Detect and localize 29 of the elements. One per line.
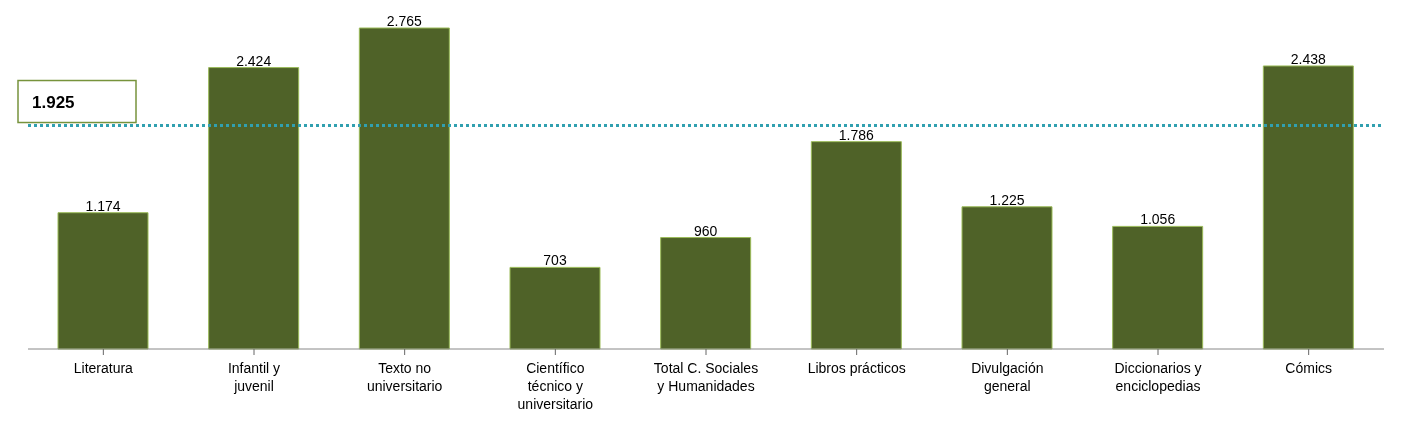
data-label: 960 [693,222,718,239]
data-label: 703 [543,252,567,269]
label-frame: 1.925 [17,79,137,124]
bar [1112,225,1204,350]
bar [57,212,149,350]
x-tick-label: Total C. Sociales y Humanidades [653,360,759,394]
data-label: 2.424 [236,52,272,69]
x-tick-label: Libros prácticos [807,360,906,376]
bar [358,27,450,350]
data-label: 1.056 [1140,211,1176,228]
data-label: 2.438 [1290,50,1327,67]
ref-line-label: 1.925 [32,92,75,112]
x-tick-label: Texto no universitario [366,360,443,394]
data-label: 1.786 [838,126,875,143]
bar [961,206,1053,350]
data-label: 1.174 [85,197,121,214]
data-label: 2.765 [386,13,423,29]
bar [1262,65,1354,350]
x-tick-label: Infantil y juvenil [227,360,281,394]
x-tick-label: Diccionarios y enciclopedias [1114,360,1202,394]
x-tick-label: Divulgación general [971,360,1044,394]
data-label: 1.225 [989,191,1025,208]
x-tick-label: Cómics [1285,360,1332,376]
bar [509,266,601,350]
bar [660,237,752,350]
bar [208,67,300,350]
bar [810,141,902,350]
x-tick-label: Literatura [73,360,134,376]
x-tick-label: Científico técnico y universitario [517,360,594,412]
